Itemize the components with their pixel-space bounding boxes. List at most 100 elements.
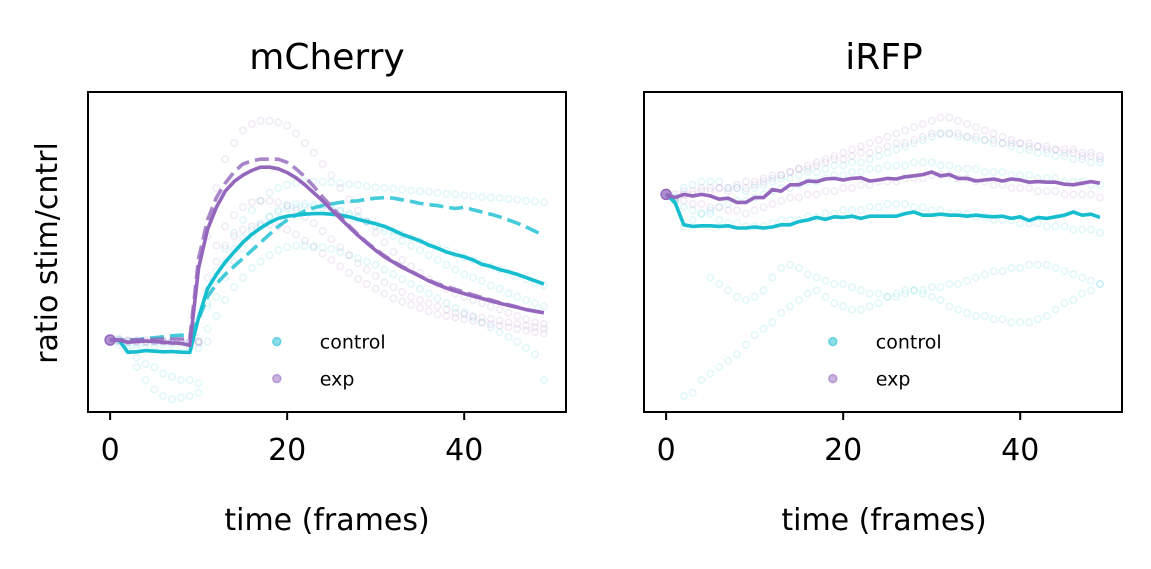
y-axis-label: ratio stim/cntrl	[30, 142, 65, 364]
trial-point	[1016, 263, 1025, 272]
trial-point	[1060, 267, 1069, 276]
trial-point	[265, 116, 274, 125]
trial-point	[362, 182, 371, 191]
trial-point	[1087, 225, 1096, 234]
trial-point	[407, 292, 416, 301]
trial-point	[1007, 318, 1016, 327]
trial-point	[927, 158, 936, 167]
trial-point	[715, 184, 724, 193]
trial-point	[327, 244, 336, 253]
trial-point	[883, 161, 892, 170]
trial-point	[291, 230, 300, 239]
x-tick-label: 0	[101, 433, 120, 468]
trial-point	[345, 195, 354, 204]
trial-point	[486, 323, 495, 332]
trial-point	[786, 168, 795, 177]
trial-point	[874, 136, 883, 145]
trial-point	[706, 203, 715, 212]
trial-point	[741, 295, 750, 304]
trial-point	[821, 164, 830, 173]
trial-point	[291, 129, 300, 138]
trial-point	[451, 313, 460, 322]
trial-point	[336, 179, 345, 188]
trial-point	[1095, 279, 1104, 288]
trial-point	[1060, 299, 1069, 308]
trial-point	[901, 286, 910, 295]
trial-point	[1051, 305, 1060, 314]
trial-point	[442, 260, 451, 269]
trial-point	[847, 206, 856, 215]
trial-point	[918, 158, 927, 167]
legend-marker-exp	[828, 373, 838, 384]
trial-point	[274, 184, 283, 193]
trial-point	[424, 289, 433, 298]
trial-point	[265, 188, 274, 197]
trial-point	[688, 216, 697, 225]
trial-point	[679, 184, 688, 193]
trial-point	[1025, 145, 1034, 154]
trial-point	[918, 136, 927, 145]
trial-point	[794, 263, 803, 272]
trial-point	[291, 203, 300, 212]
trial-point	[865, 155, 874, 164]
trial-point	[495, 316, 504, 325]
trial-point	[1078, 190, 1087, 199]
trial-point	[486, 302, 495, 311]
trial-point	[812, 273, 821, 282]
trial-point	[212, 184, 221, 193]
trial-point	[283, 201, 292, 210]
trial-point	[688, 180, 697, 189]
trial-point	[522, 321, 531, 330]
trial-point	[918, 203, 927, 212]
trial-point	[1060, 152, 1069, 161]
trial-point	[477, 276, 486, 285]
trial-point	[380, 289, 389, 298]
trial-point	[971, 311, 980, 320]
legend-marker-control	[272, 336, 282, 347]
trial-point	[998, 139, 1007, 148]
trial-point	[256, 257, 265, 266]
trial-point	[353, 254, 362, 263]
trial-point	[732, 184, 741, 193]
x-axis-label: time (frames)	[224, 503, 429, 538]
legend-label-exp: exp	[320, 369, 355, 391]
trial-point	[203, 273, 212, 282]
trial-point	[221, 241, 230, 250]
trial-point	[504, 332, 513, 341]
trial-point	[194, 379, 203, 388]
trial-point	[194, 339, 203, 348]
trial-point	[847, 305, 856, 314]
trial-point	[274, 206, 283, 215]
trial-point	[741, 184, 750, 193]
trial-point	[786, 260, 795, 269]
trial-point	[1016, 139, 1025, 148]
trial-point	[989, 139, 998, 148]
x-axis-label: time (frames)	[781, 503, 986, 538]
trial-point	[327, 171, 336, 180]
trial-point	[1025, 139, 1034, 148]
trial-point	[1069, 225, 1078, 234]
trial-point	[688, 200, 697, 209]
trial-point	[963, 132, 972, 141]
trial-point	[274, 222, 283, 231]
x-ticks: 0 20 40	[101, 412, 483, 468]
trial-point	[989, 315, 998, 324]
trial-point	[522, 196, 531, 205]
series-exp-solid-line	[665, 170, 1101, 205]
trial-point	[336, 248, 345, 257]
trial-point	[1033, 142, 1042, 151]
trial-point	[980, 270, 989, 279]
trial-point	[362, 279, 371, 288]
trial-point	[398, 185, 407, 194]
trial-point	[1095, 155, 1104, 164]
trial-point	[291, 200, 300, 209]
trial-point	[918, 286, 927, 295]
trial-point	[433, 310, 442, 319]
trial-point	[238, 273, 247, 282]
trial-point	[830, 155, 839, 164]
trial-point	[274, 198, 283, 207]
trial-point	[883, 142, 892, 151]
trial-point	[803, 168, 812, 177]
trial-point	[451, 308, 460, 317]
